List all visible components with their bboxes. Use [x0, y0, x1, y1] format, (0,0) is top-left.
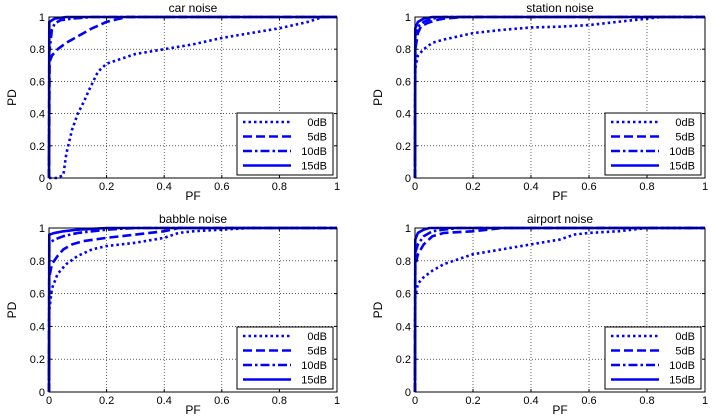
y-tick-label: 0.6: [396, 76, 411, 88]
x-tick-label: 0.4: [157, 395, 172, 407]
chart-title: airport noise: [527, 212, 593, 226]
x-axis-label: PF: [185, 403, 200, 416]
chart-title: station noise: [526, 1, 594, 15]
y-tick-label: 1: [405, 12, 411, 24]
y-tick-label: 0.6: [30, 76, 45, 88]
x-tick-label: 0: [46, 181, 52, 193]
chart-title: babble noise: [159, 212, 227, 226]
x-tick-label: 0.2: [99, 181, 114, 193]
y-tick-label: 0.2: [396, 141, 411, 153]
axes-frame: [48, 16, 338, 179]
legend-label: 0dB: [675, 117, 695, 129]
legend-label: 5dB: [307, 346, 327, 358]
legend-label: 0dB: [307, 331, 327, 343]
x-tick-label: 0: [412, 395, 418, 407]
legend-label: 0dB: [675, 331, 695, 343]
axes-frame: [414, 16, 706, 179]
y-tick-label: 1: [39, 12, 45, 24]
legend: 0dB 5dB 10dB 15dB: [236, 326, 334, 390]
y-tick-label: 0: [39, 387, 45, 399]
series-line-10dB: [47, 15, 337, 179]
y-axis-label: PD: [5, 301, 19, 318]
x-axis-label: PF: [185, 189, 200, 203]
chart-panel-3: 0 0.2 0.4 0.6 0.8 1 0 0.2 0.4 0.6 0.8 1 babble noise…: [5, 212, 340, 416]
legend-label: 10dB: [301, 146, 327, 158]
chart-panel-1: 0 0.2 0.4 0.6 0.8 1 0 0.2 0.4 0.6 0.8 1 car noise PF P…: [5, 1, 340, 203]
axes-frame: [48, 227, 338, 393]
x-tick-label: 0.4: [523, 181, 538, 193]
y-tick-label: 1: [405, 223, 411, 235]
legend-label: 15dB: [669, 375, 695, 387]
y-tick-label: 0.6: [396, 289, 411, 301]
y-tick-label: 0.4: [30, 109, 45, 121]
x-tick-label: 1: [334, 181, 340, 193]
y-tick-label: 0.8: [396, 44, 411, 56]
x-tick-label: 0.8: [272, 181, 287, 193]
legend-label: 0dB: [307, 117, 327, 129]
legend: 0dB 5dB 10dB 15dB: [604, 326, 702, 390]
y-axis-label: PD: [371, 301, 385, 318]
y-axis-label: PD: [371, 89, 385, 106]
chart-panel-4: 0 0.2 0.4 0.6 0.8 1 0 0.2 0.4 0.6 0.8 1 airport nois…: [371, 212, 708, 416]
x-tick-label: 0.6: [214, 181, 229, 193]
x-axis-label: PF: [552, 403, 567, 416]
x-tick-label: 1: [334, 395, 340, 407]
series-line-5dB: [47, 15, 337, 179]
legend-label: 5dB: [307, 132, 327, 144]
y-tick-label: 0: [405, 173, 411, 185]
y-tick-label: 0.8: [30, 44, 45, 56]
x-tick-label: 1: [702, 181, 708, 193]
y-tick-label: 1: [39, 223, 45, 235]
legend-label: 15dB: [301, 161, 327, 173]
x-tick-label: 0: [412, 181, 418, 193]
x-tick-label: 0.6: [581, 181, 596, 193]
legend: 0dB 5dB 10dB 15dB: [604, 112, 702, 176]
x-tick-label: 0.4: [157, 181, 172, 193]
x-tick-label: 0.8: [272, 395, 287, 407]
axes-frame: [414, 227, 706, 393]
y-tick-label: 0.4: [396, 321, 411, 333]
x-tick-label: 0.4: [523, 395, 538, 407]
series-line-0dB: [413, 226, 705, 393]
chart-panel-2: 0 0.2 0.4 0.6 0.8 1 0 0.2 0.4 0.6 0.8 1 station nois…: [371, 1, 708, 203]
y-tick-label: 0.8: [30, 256, 45, 268]
y-tick-label: 0: [39, 173, 45, 185]
y-tick-label: 0: [405, 387, 411, 399]
legend-label: 10dB: [669, 146, 695, 158]
chart-title: car noise: [169, 1, 218, 15]
y-tick-label: 0.6: [30, 289, 45, 301]
legend-label: 15dB: [301, 375, 327, 387]
x-tick-label: 0.8: [639, 395, 654, 407]
legend-label: 10dB: [669, 360, 695, 372]
x-tick-label: 0: [46, 395, 52, 407]
series-line-0dB: [413, 15, 705, 179]
y-tick-label: 0.2: [30, 141, 45, 153]
x-tick-label: 0.6: [214, 395, 229, 407]
x-tick-label: 0.2: [465, 395, 480, 407]
y-tick-label: 0.4: [396, 109, 411, 121]
legend: 0dB 5dB 10dB 15dB: [236, 112, 334, 176]
x-tick-label: 0.2: [465, 181, 480, 193]
legend-label: 10dB: [301, 360, 327, 372]
y-tick-label: 0.4: [30, 321, 45, 333]
x-tick-label: 1: [702, 395, 708, 407]
x-tick-label: 0.8: [639, 181, 654, 193]
series-line-0dB: [47, 226, 337, 393]
y-tick-label: 0.2: [396, 354, 411, 366]
y-tick-label: 0.2: [30, 354, 45, 366]
x-tick-label: 0.2: [99, 395, 114, 407]
x-tick-label: 0.6: [581, 395, 596, 407]
series-line-5dB: [47, 226, 337, 393]
y-axis-label: PD: [5, 89, 19, 106]
legend-label: 15dB: [669, 161, 695, 173]
y-tick-label: 0.8: [396, 256, 411, 268]
legend-label: 5dB: [675, 346, 695, 358]
legend-label: 5dB: [675, 132, 695, 144]
x-axis-label: PF: [552, 189, 567, 203]
